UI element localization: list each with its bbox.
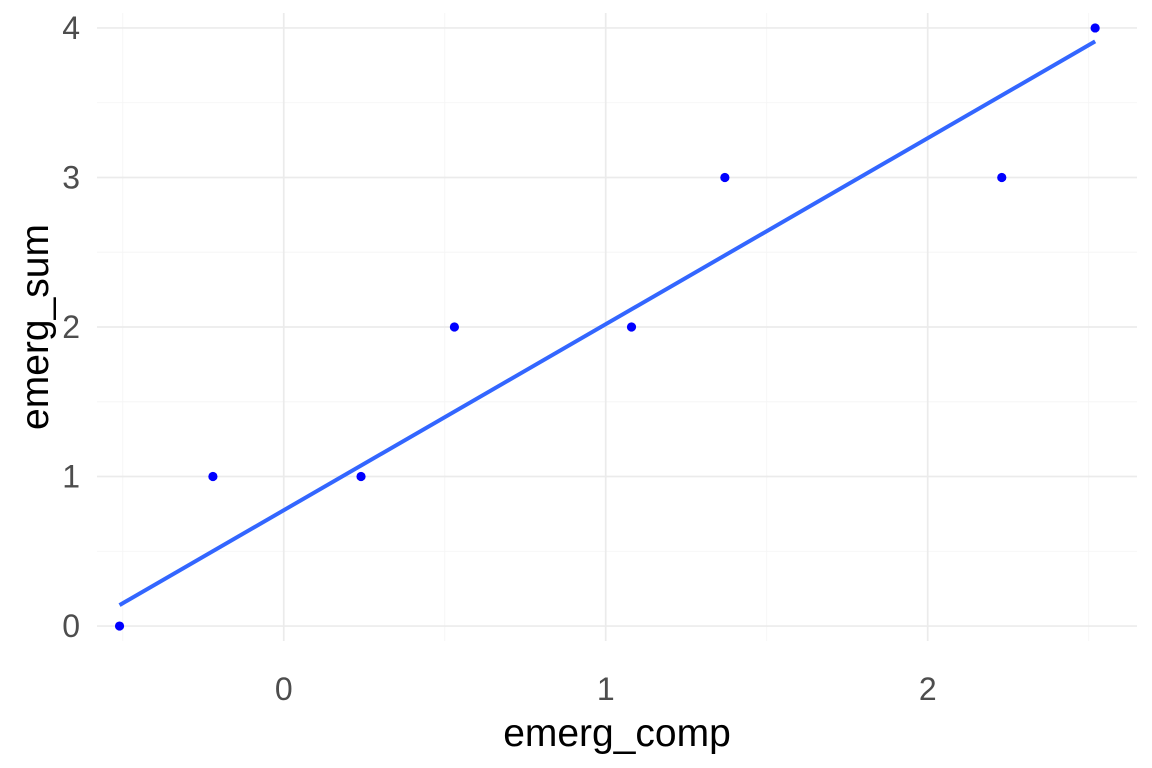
data-point: [997, 172, 1007, 183]
data-point: [208, 471, 218, 482]
y-tick-label: 3: [62, 159, 80, 195]
x-tick-label: 1: [597, 671, 615, 707]
y-tick-label: 1: [62, 459, 80, 495]
trend-line-layer: [118, 39, 1097, 607]
y-tick-label: 0: [62, 608, 80, 644]
y-tick-label: 2: [62, 309, 80, 345]
x-axis-ticks: 0 1 2: [275, 671, 937, 707]
y-axis-ticks: 0 1 2 3 4: [62, 10, 80, 644]
data-point: [449, 322, 459, 332]
grid: [97, 13, 1137, 641]
data-points: [114, 23, 1100, 631]
data-point: [1090, 23, 1100, 33]
x-axis-title: emerg_comp: [503, 712, 731, 755]
regression-line: [118, 39, 1097, 607]
data-point: [114, 621, 125, 631]
x-tick-label: 0: [275, 671, 293, 707]
y-tick-label: 4: [62, 10, 80, 46]
data-point: [356, 471, 366, 482]
y-axis-title: emerg_sum: [14, 224, 57, 430]
data-point: [626, 322, 637, 332]
data-point: [720, 172, 730, 183]
x-tick-label: 2: [919, 671, 937, 707]
